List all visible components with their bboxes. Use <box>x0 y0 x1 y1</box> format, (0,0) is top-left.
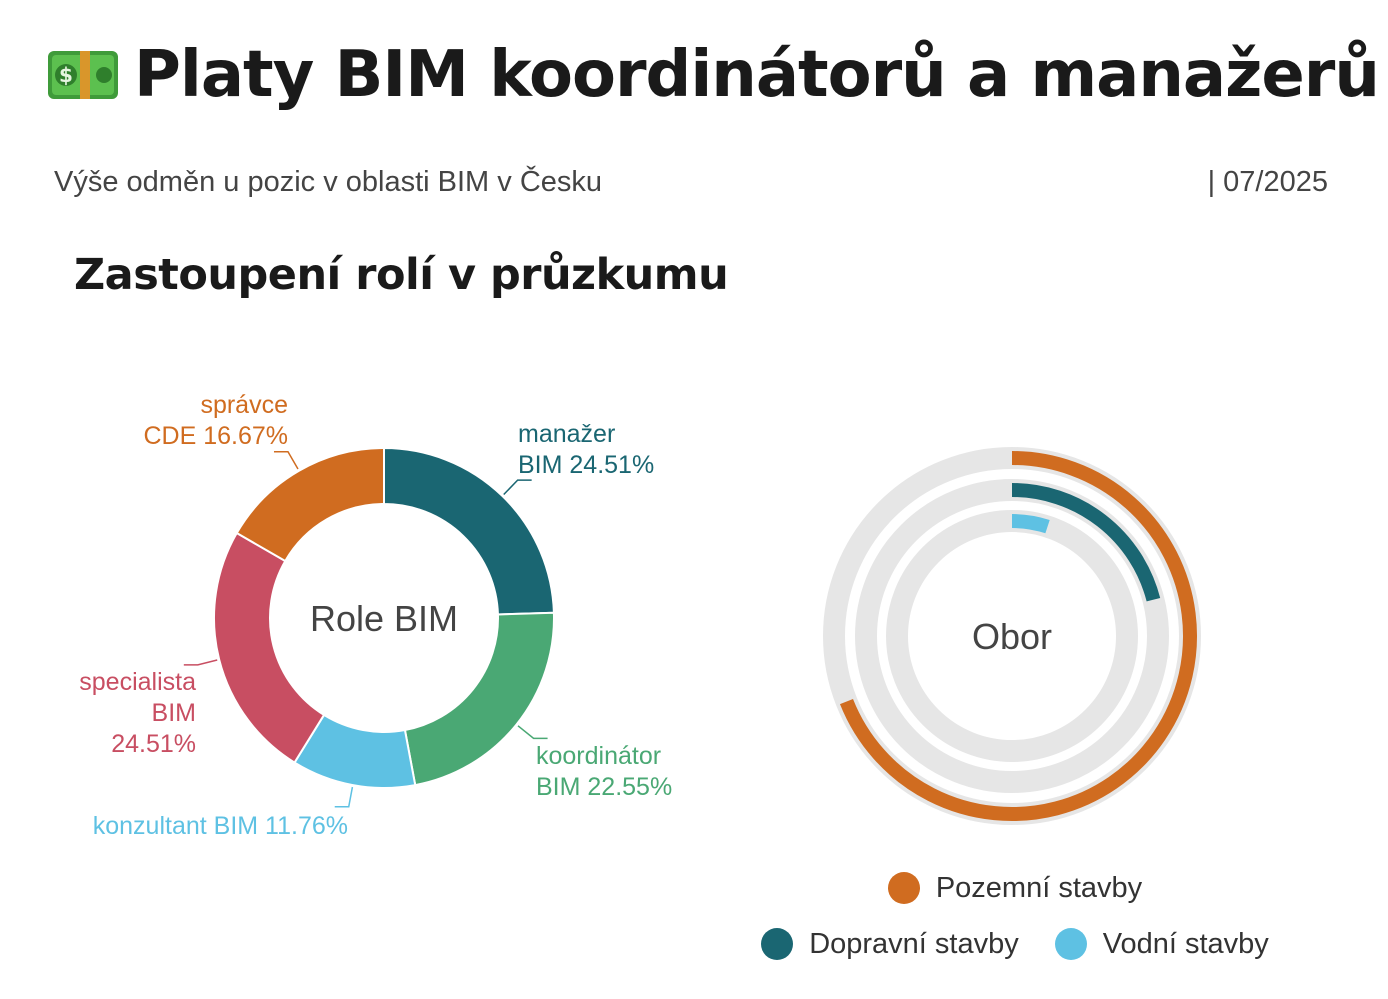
legend-item: Pozemní stavby <box>887 871 1143 905</box>
sector-legend: Pozemní stavby Dopravní stavby Vodní stavb… <box>700 860 1330 972</box>
donut-slice-label-line: BIM <box>152 699 196 727</box>
donut-leader-line <box>273 450 299 470</box>
donut-slice-label-line: specialista <box>79 668 196 696</box>
donut-slice <box>383 446 555 616</box>
legend-swatch <box>761 928 794 960</box>
radial-center-label: Obor <box>972 616 1052 657</box>
donut-center-label: Role BIM <box>310 598 458 639</box>
donut-slice-label: konzultant BIM 11.76% <box>93 812 348 840</box>
radial-bar <box>1011 483 1161 602</box>
legend-row: Dopravní stavby Vodní stavby <box>700 916 1330 972</box>
roles-donut-chart: manažer BIM 24.51%koordinátor BIM 22.55%ko… <box>79 391 672 840</box>
donut-slice-label-line: manažer <box>518 420 615 448</box>
page-subtitle: Výše odměn u pozic v oblasti BIM v Česku <box>54 166 603 198</box>
radial-bar <box>839 451 1197 821</box>
page-header: $ Platy BIM koordinátorů a manažerů <box>46 30 1380 120</box>
donut-leader-line <box>183 659 218 666</box>
donut-slice <box>213 531 326 764</box>
legend-item: Vodní stavby <box>1054 927 1269 961</box>
sector-radial-chart: Obor <box>823 447 1201 825</box>
page-title: Platy BIM koordinátorů a manažerů <box>134 38 1380 112</box>
donut-slice-label-line: BIM 22.55% <box>536 773 672 801</box>
donut-slice-label: správce CDE 16.67% <box>143 391 288 450</box>
donut-slice-label-line: 24.51% <box>111 730 196 758</box>
donut-leader-line <box>334 786 354 808</box>
donut-slice-label: koordinátor BIM 22.55% <box>536 742 672 801</box>
donut-slice <box>235 446 385 563</box>
section-title: Zastoupení rolí v průzkumu <box>74 250 729 300</box>
legend-item: Dopravní stavby <box>761 928 1019 961</box>
legend-label: Pozemní stavby <box>935 871 1143 904</box>
legend-row: Pozemní stavby <box>700 860 1330 916</box>
donut-slice-label-line: BIM 24.51% <box>518 451 654 479</box>
radial-bar <box>1011 514 1050 534</box>
donut-leader-line <box>517 725 548 740</box>
legend-label: Dopravní stavby <box>809 927 1019 960</box>
svg-text:$: $ <box>59 63 73 87</box>
donut-slice-label: specialista BIM 24.51% <box>79 668 196 758</box>
donut-leader-line <box>503 479 532 496</box>
donut-slice-label-line: konzultant BIM 11.76% <box>93 812 348 840</box>
donut-slice-label-line: CDE 16.67% <box>143 422 288 450</box>
report-date: | 07/2025 <box>1207 166 1328 198</box>
legend-label: Vodní stavby <box>1102 927 1269 960</box>
legend-swatch <box>1054 928 1087 960</box>
donut-slice-label: manažer BIM 24.51% <box>518 420 654 479</box>
money-icon: $ <box>48 51 118 99</box>
donut-slice-label-line: správce <box>200 391 288 419</box>
donut-slice-label-line: koordinátor <box>536 742 661 770</box>
legend-swatch <box>887 872 920 904</box>
